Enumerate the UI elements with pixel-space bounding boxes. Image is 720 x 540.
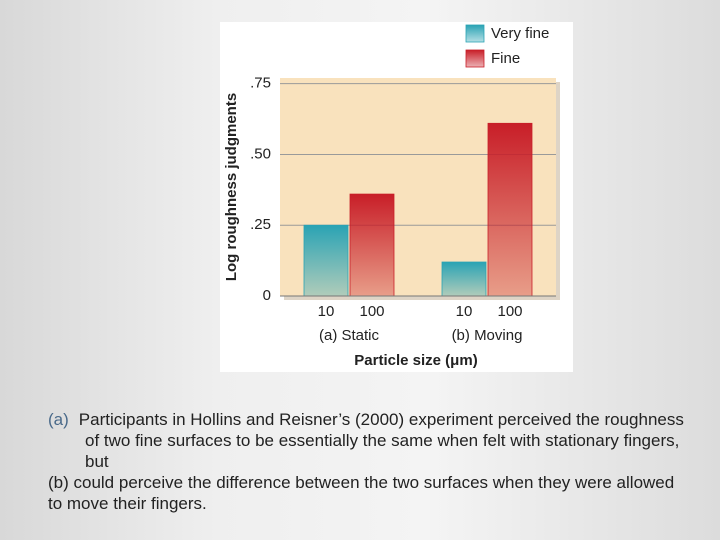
bar — [303, 224, 349, 297]
y-tick-label: 0 — [263, 287, 271, 304]
caption: (a) Participants in Hollins and Reisner’s… — [48, 409, 688, 514]
legend-label: Very fine — [491, 25, 549, 42]
legend-label: Fine — [491, 50, 520, 67]
x-tick-label: (a) Static — [319, 327, 380, 344]
caption-part-b: (b) could perceive the difference betwee… — [48, 473, 675, 513]
caption-part-a: (a) Participants in Hollins and Reisner’s… — [48, 409, 688, 472]
y-tick-label: .75 — [250, 75, 271, 92]
bar-sublabel: 100 — [359, 303, 384, 320]
legend-swatch — [465, 49, 485, 68]
legend-swatch — [465, 24, 485, 43]
bar — [441, 261, 487, 297]
bar — [487, 122, 533, 297]
y-tick-label: .25 — [250, 216, 271, 233]
caption-marker: (a) — [48, 410, 69, 429]
y-axis-label: Log roughness judgments — [223, 93, 240, 281]
x-tick-label: (b) Moving — [452, 327, 523, 344]
bar — [349, 193, 395, 297]
bar-sublabel: 10 — [456, 303, 473, 320]
caption-text-a: Participants in Hollins and Reisner’s (2… — [78, 410, 684, 471]
x-axis-label: Particle size (μm) — [354, 352, 477, 369]
bar-sublabel: 100 — [497, 303, 522, 320]
bar-sublabel: 10 — [318, 303, 335, 320]
y-tick-label: .50 — [250, 145, 271, 162]
